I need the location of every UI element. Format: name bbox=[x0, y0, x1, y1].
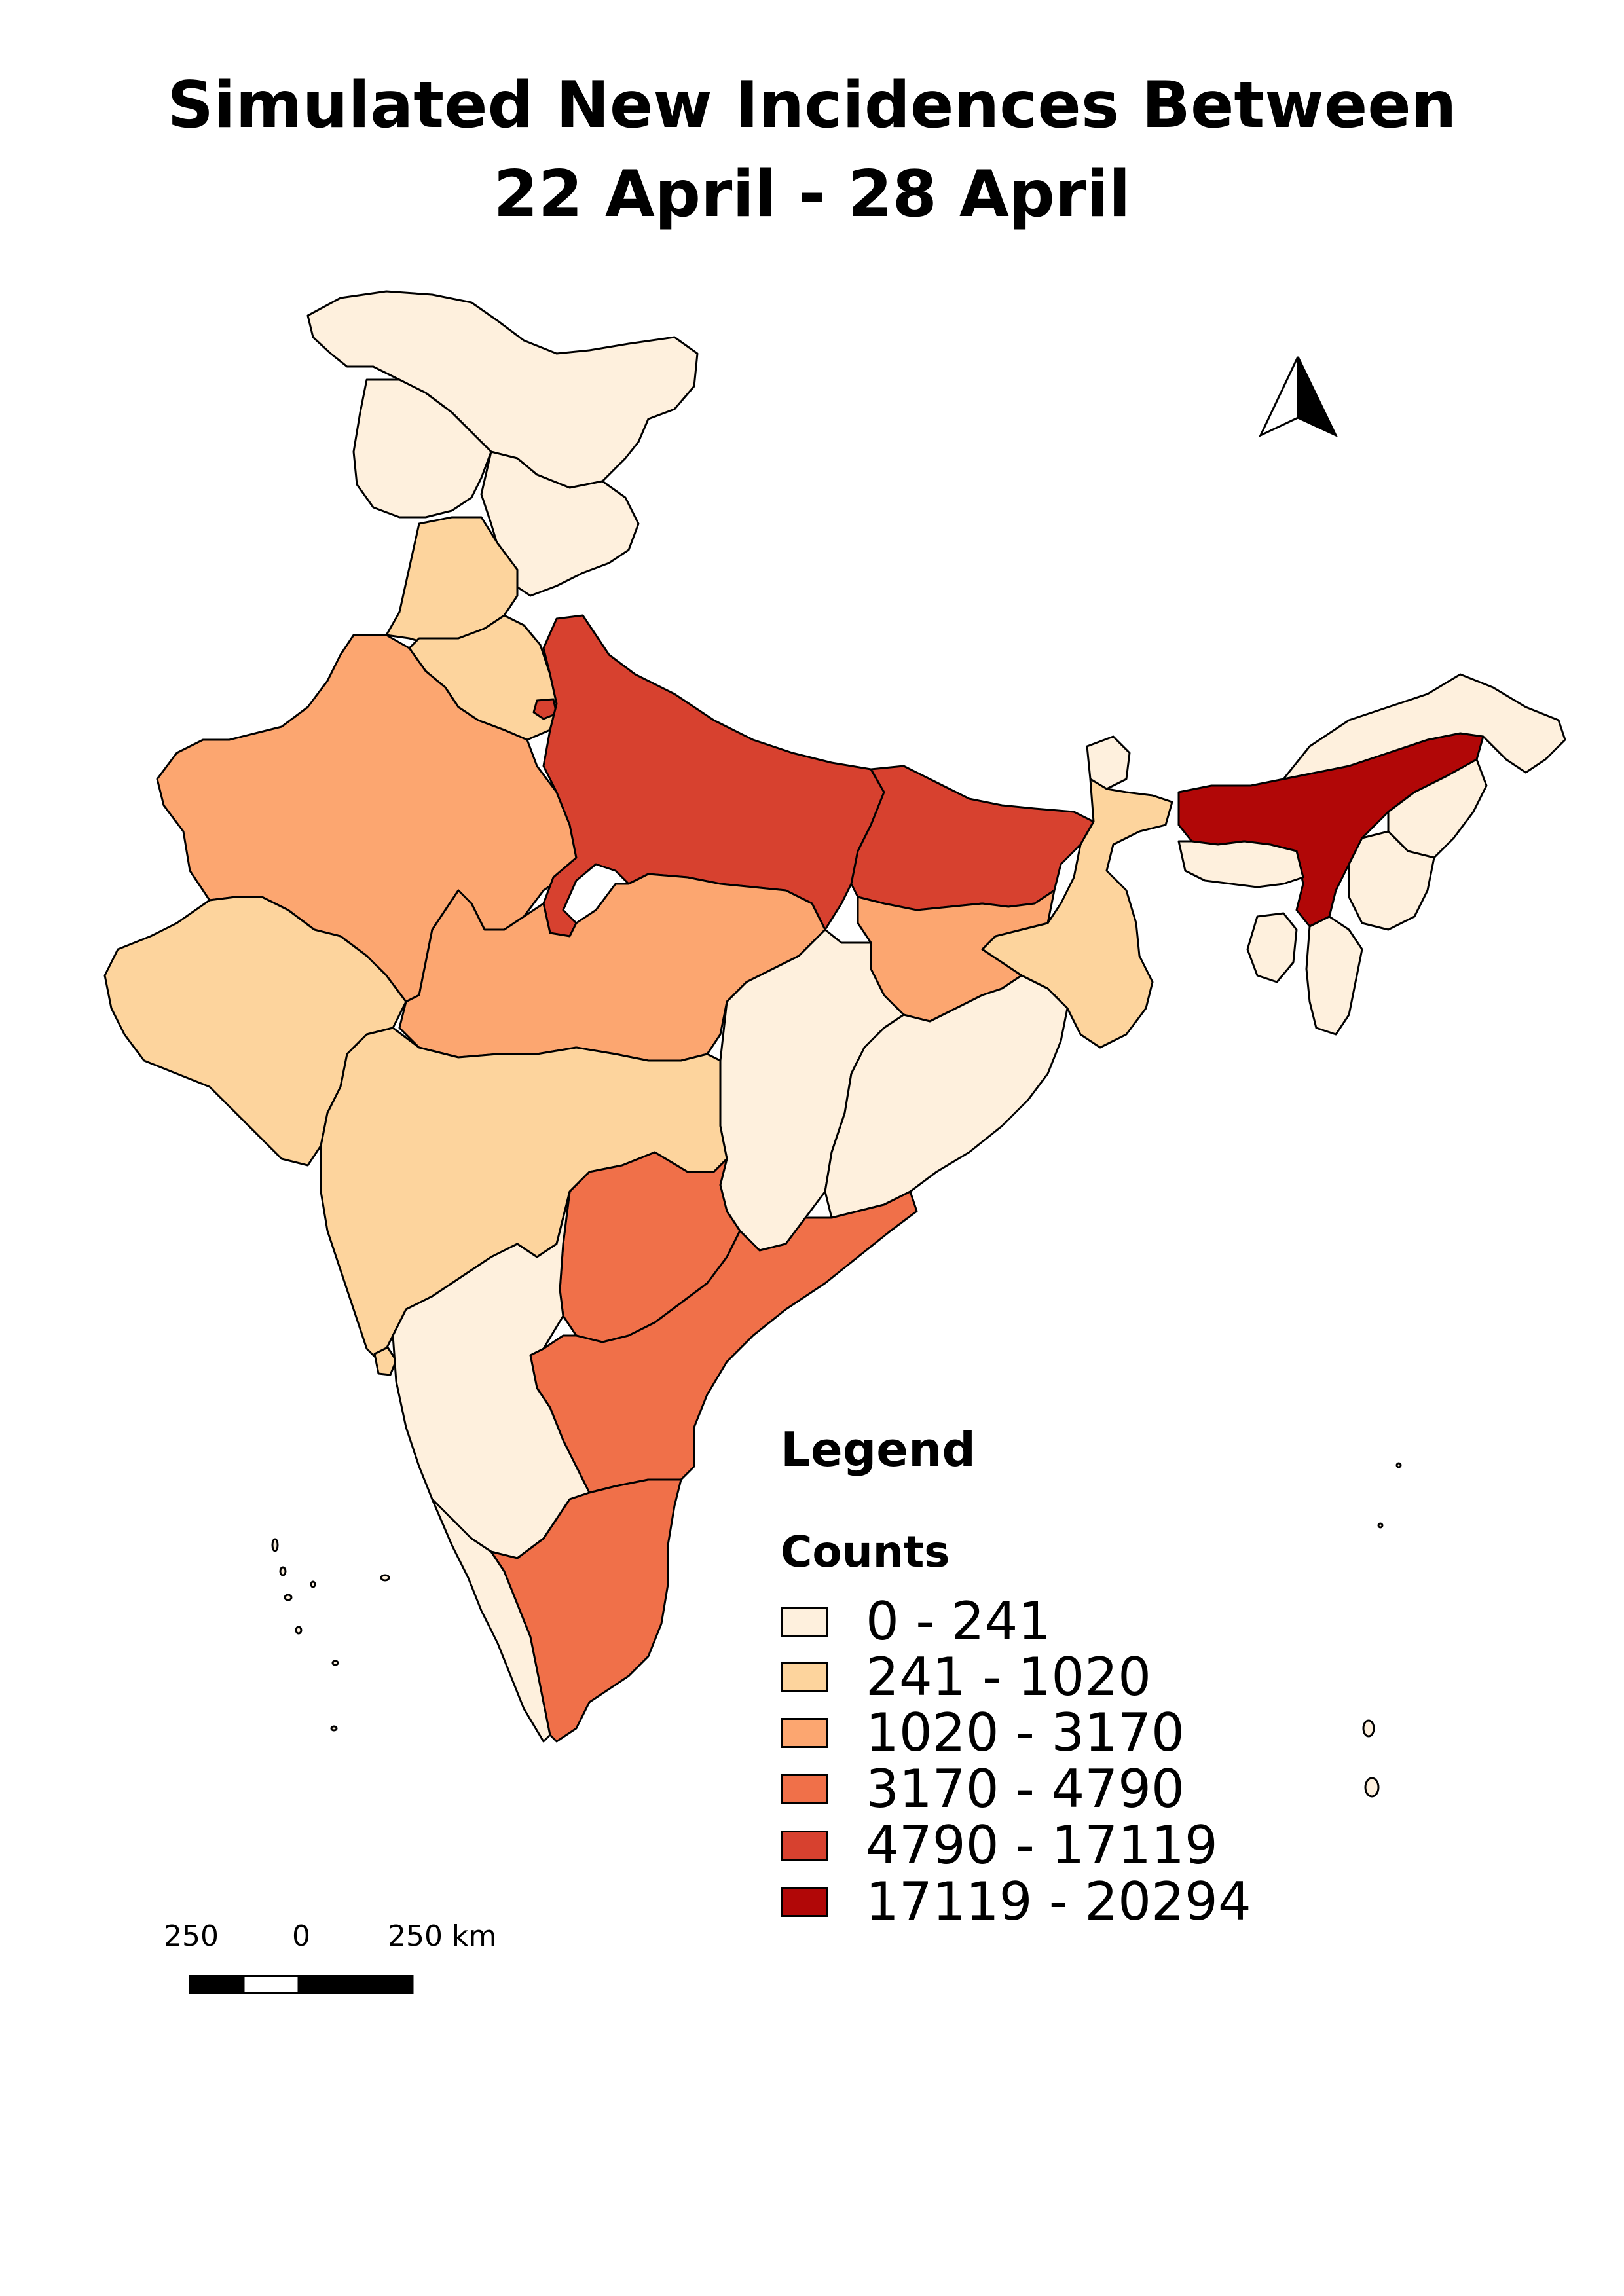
legend-label: 3170 - 4790 bbox=[866, 1758, 1185, 1819]
scale-label-zero: 0 bbox=[292, 1920, 310, 1953]
island-lakshadweep-7 bbox=[380, 1574, 390, 1582]
region-goa[interactable]: Goa bbox=[373, 1346, 397, 1376]
map-title-line-2: 22 April - 28 April bbox=[493, 157, 1131, 232]
island-lakshadweep-5 bbox=[310, 1580, 316, 1588]
legend-swatch bbox=[781, 1662, 828, 1692]
map-title-line-1: Simulated New Incidences Between bbox=[167, 68, 1457, 143]
legend-item: 0 - 241 bbox=[781, 1594, 1051, 1650]
legend-swatch bbox=[781, 1607, 828, 1637]
region-odisha[interactable]: Odisha bbox=[824, 974, 1069, 1219]
legend-swatch bbox=[781, 1718, 828, 1748]
legend-item: 17119 - 20294 bbox=[781, 1874, 1251, 1930]
islands bbox=[271, 1462, 1402, 1798]
region-nagaland[interactable]: Nagaland bbox=[1387, 758, 1488, 859]
region-west-bengal[interactable]: West Bengal bbox=[981, 778, 1173, 1049]
island-andaman-2 bbox=[1377, 1522, 1384, 1529]
legend-label: 4790 - 17119 bbox=[866, 1815, 1218, 1876]
island-nicobar-2 bbox=[1364, 1777, 1380, 1798]
island-nicobar-1 bbox=[1362, 1719, 1375, 1738]
scale-label-right: 250 km bbox=[388, 1920, 497, 1953]
legend-item: 4790 - 17119 bbox=[781, 1817, 1218, 1874]
legend-label: 17119 - 20294 bbox=[866, 1871, 1251, 1932]
india-states: Jammu and Kashmir Himachal Pradesh Uttar… bbox=[103, 290, 1566, 1743]
legend-swatch bbox=[781, 1774, 828, 1804]
region-bihar[interactable]: Bihar bbox=[850, 765, 1095, 911]
legend-item: 3170 - 4790 bbox=[781, 1761, 1185, 1817]
north-arrow-icon bbox=[1258, 356, 1338, 438]
island-lakshadweep-4 bbox=[295, 1626, 303, 1635]
scale-label-left: 250 bbox=[164, 1920, 219, 1953]
region-manipur[interactable]: Manipur bbox=[1348, 830, 1435, 931]
legend-item: 1020 - 3170 bbox=[781, 1705, 1185, 1761]
region-delhi[interactable]: Delhi bbox=[532, 698, 558, 720]
legend-label: 1020 - 3170 bbox=[866, 1702, 1185, 1763]
region-meghalaya[interactable]: Meghalaya bbox=[1177, 840, 1304, 888]
legend-swatch bbox=[781, 1831, 828, 1861]
legend-label: 241 - 1020 bbox=[866, 1647, 1152, 1707]
legend-swatch bbox=[781, 1887, 828, 1917]
island-lakshadweep-6 bbox=[331, 1660, 339, 1666]
scale-bar bbox=[189, 1975, 414, 1994]
region-tripura[interactable]: Tripura bbox=[1246, 912, 1298, 983]
region-himachal-pradesh[interactable]: Himachal Pradesh bbox=[352, 378, 492, 519]
legend-subtitle: Counts bbox=[781, 1527, 950, 1577]
legend-label: 0 - 241 bbox=[866, 1591, 1052, 1652]
region-arunachal-pradesh[interactable]: Arunachal Pradesh bbox=[1282, 673, 1566, 780]
island-lakshadweep-2 bbox=[279, 1566, 287, 1576]
region-mizoram[interactable]: Mizoram bbox=[1305, 915, 1363, 1036]
island-lakshadweep-8 bbox=[330, 1725, 338, 1732]
island-lakshadweep-3 bbox=[284, 1594, 293, 1601]
region-tamil-nadu[interactable]: Tamil Nadu bbox=[490, 1478, 682, 1743]
island-lakshadweep-1 bbox=[271, 1538, 279, 1552]
island-andaman-1 bbox=[1395, 1462, 1402, 1468]
legend-item: 241 - 1020 bbox=[781, 1649, 1151, 1705]
legend-title: Legend bbox=[781, 1422, 976, 1477]
